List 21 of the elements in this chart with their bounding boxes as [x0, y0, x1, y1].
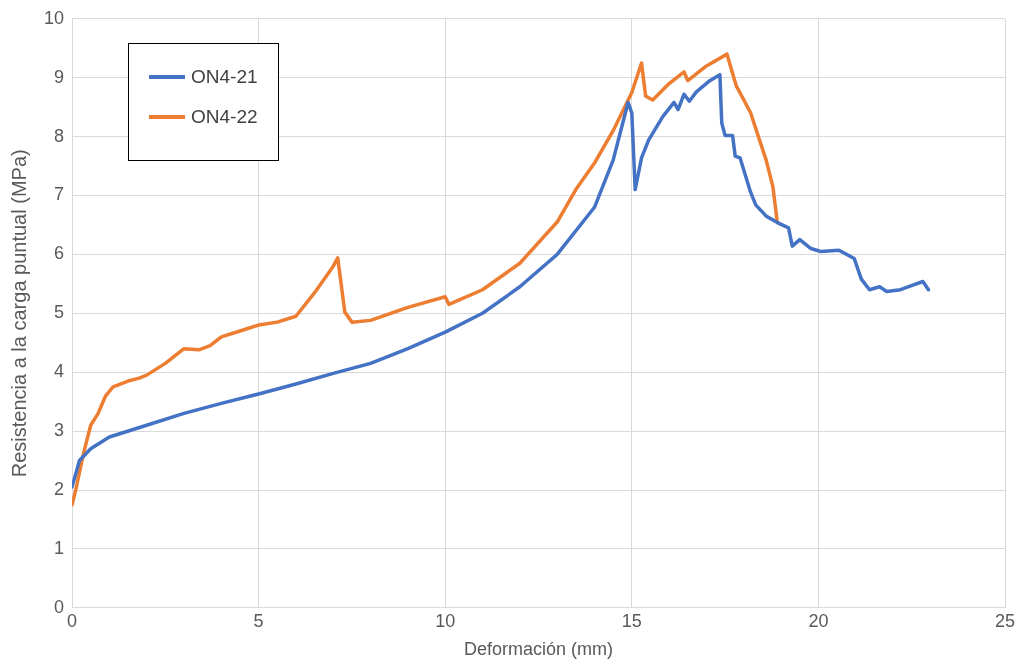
- y-tick-label: 1: [54, 537, 65, 558]
- y-tick-label: 8: [54, 125, 65, 146]
- y-axis-title: Resistencia a la carga puntual (MPa): [7, 149, 30, 478]
- y-tick-label: 9: [54, 66, 65, 87]
- y-tick-label: 4: [54, 361, 65, 382]
- y-tick-label: 5: [54, 302, 65, 323]
- y-tick-label: 3: [54, 420, 65, 441]
- x-tick-label: 15: [621, 610, 642, 631]
- y-tick-label: 2: [54, 478, 65, 499]
- y-tick-label: 10: [43, 7, 65, 28]
- y-tick-label: 0: [54, 596, 65, 617]
- legend-label: ON4-21: [191, 66, 258, 88]
- y-tick-label: 6: [54, 243, 65, 264]
- x-tick-label: 20: [808, 610, 829, 631]
- y-tick-label: 7: [54, 184, 65, 205]
- legend-label: ON4-22: [191, 106, 258, 128]
- x-tick-label: 10: [435, 610, 456, 631]
- x-tick-label: 25: [994, 610, 1016, 631]
- x-axis-title: Deformación (mm): [464, 639, 614, 660]
- x-tick-label: 5: [253, 610, 264, 631]
- x-tick-label: 0: [67, 610, 78, 631]
